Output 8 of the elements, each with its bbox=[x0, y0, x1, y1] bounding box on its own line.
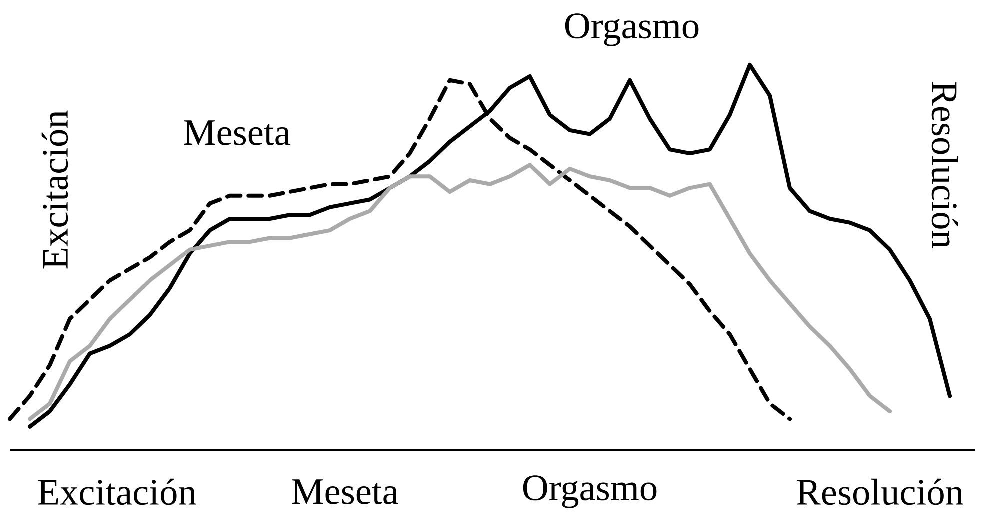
text: Orgasmo bbox=[565, 14, 699, 46]
annotation: Meseta bbox=[184, 120, 290, 146]
annotation: Excitación bbox=[42, 110, 68, 269]
text: Orgasmo bbox=[523, 476, 657, 508]
text: Resolución bbox=[797, 478, 964, 506]
annotation: Resolución bbox=[932, 82, 958, 248]
text: Excitación bbox=[38, 478, 196, 506]
text: Meseta bbox=[292, 480, 398, 504]
